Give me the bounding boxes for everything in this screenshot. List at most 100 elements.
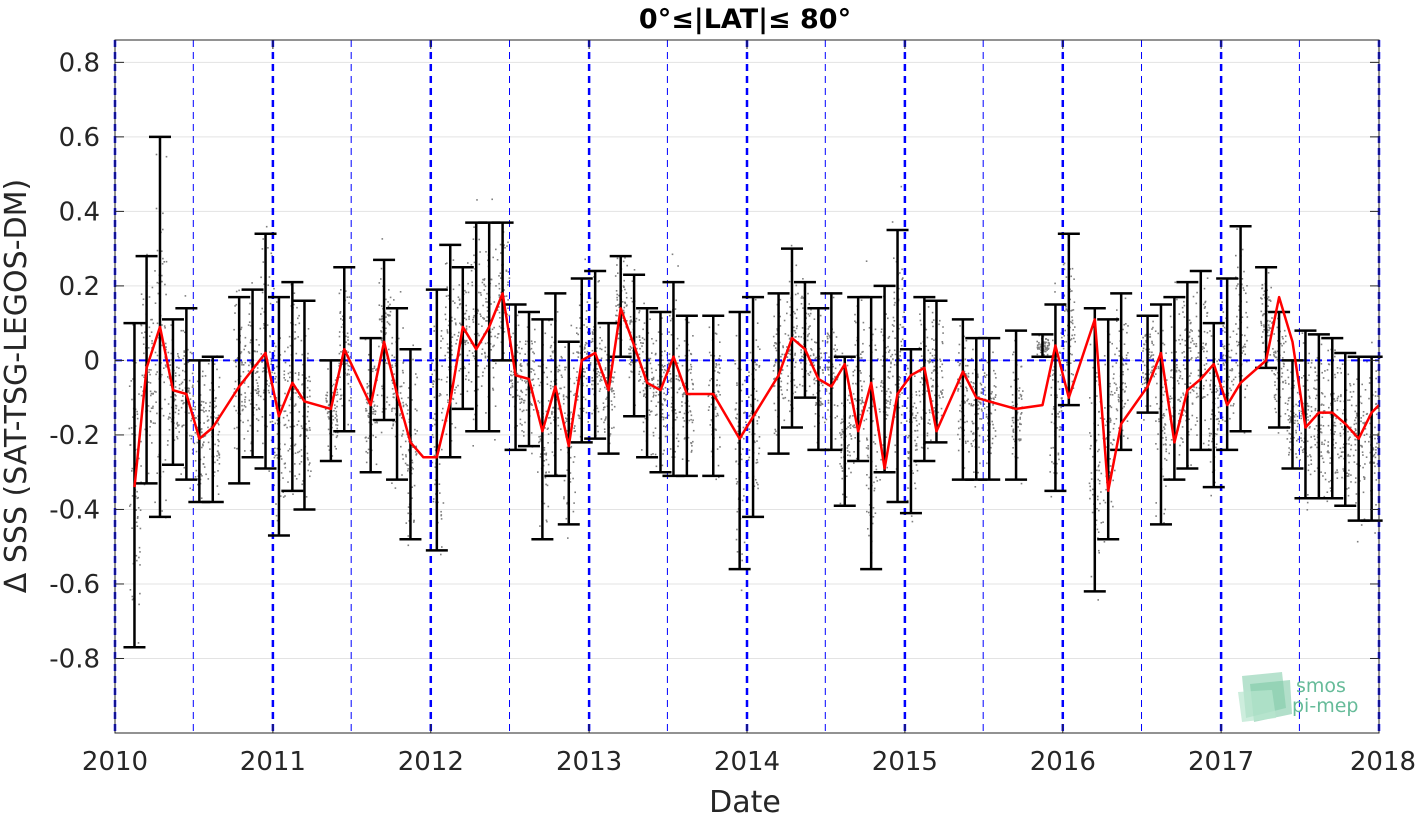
data-point bbox=[600, 418, 603, 420]
data-point bbox=[1043, 341, 1045, 343]
data-point bbox=[1150, 355, 1152, 358]
data-point bbox=[1183, 351, 1185, 353]
data-point bbox=[1207, 444, 1210, 446]
data-point bbox=[1115, 408, 1118, 410]
data-point bbox=[1118, 400, 1120, 403]
data-point bbox=[610, 379, 613, 382]
data-point bbox=[456, 306, 459, 309]
data-point bbox=[1216, 433, 1218, 436]
data-point bbox=[138, 556, 140, 559]
data-point bbox=[389, 323, 391, 326]
data-point bbox=[327, 404, 330, 407]
data-point bbox=[868, 511, 870, 514]
data-point bbox=[597, 301, 599, 304]
data-point bbox=[471, 284, 474, 287]
data-point bbox=[814, 341, 816, 343]
data-point bbox=[214, 443, 216, 446]
data-point bbox=[407, 506, 410, 508]
data-point bbox=[1168, 452, 1170, 455]
data-point bbox=[525, 340, 527, 343]
data-point bbox=[548, 471, 550, 473]
data-point bbox=[599, 326, 601, 329]
data-point bbox=[1069, 353, 1072, 355]
data-point bbox=[911, 520, 914, 523]
data-point bbox=[1113, 382, 1116, 384]
data-point bbox=[517, 381, 519, 383]
data-point bbox=[545, 483, 547, 486]
data-point bbox=[781, 393, 783, 396]
data-point bbox=[715, 363, 718, 365]
data-point bbox=[1011, 401, 1014, 403]
data-point bbox=[184, 295, 187, 297]
data-point bbox=[458, 284, 461, 286]
data-point bbox=[244, 396, 247, 398]
data-point bbox=[629, 320, 632, 322]
data-point bbox=[661, 464, 664, 467]
data-point bbox=[737, 425, 739, 428]
data-point bbox=[779, 298, 782, 301]
data-point bbox=[978, 407, 980, 410]
data-point bbox=[596, 425, 599, 427]
data-point bbox=[1204, 300, 1207, 303]
data-point bbox=[1122, 364, 1125, 366]
data-point bbox=[1190, 358, 1192, 361]
data-point bbox=[600, 379, 603, 382]
data-point bbox=[918, 390, 921, 393]
data-point bbox=[300, 339, 303, 342]
data-point bbox=[1182, 311, 1184, 313]
data-point bbox=[690, 352, 692, 355]
data-point bbox=[537, 400, 540, 402]
data-point bbox=[470, 264, 473, 266]
data-point bbox=[367, 392, 369, 395]
data-point bbox=[1178, 369, 1180, 372]
data-point bbox=[1102, 499, 1105, 502]
data-point bbox=[328, 411, 331, 413]
data-point bbox=[677, 433, 679, 436]
data-point bbox=[157, 292, 160, 295]
data-point bbox=[780, 372, 783, 375]
data-point bbox=[1156, 382, 1158, 385]
data-point bbox=[165, 293, 167, 296]
data-point bbox=[1126, 331, 1128, 334]
data-point bbox=[136, 497, 139, 500]
data-point bbox=[150, 318, 152, 321]
data-point bbox=[566, 469, 568, 471]
data-point bbox=[596, 302, 598, 304]
data-point bbox=[1125, 357, 1128, 359]
data-point bbox=[560, 387, 562, 390]
data-point bbox=[986, 406, 988, 408]
data-point bbox=[183, 378, 186, 381]
data-point bbox=[391, 408, 393, 410]
data-point bbox=[551, 451, 554, 453]
data-point bbox=[241, 404, 243, 407]
data-point bbox=[451, 320, 453, 322]
data-point bbox=[1181, 426, 1184, 428]
data-point bbox=[584, 344, 587, 346]
data-point bbox=[1205, 357, 1208, 359]
data-point bbox=[1100, 491, 1102, 493]
data-point bbox=[345, 341, 347, 343]
data-point bbox=[526, 363, 529, 365]
data-point bbox=[465, 329, 468, 331]
data-point bbox=[525, 409, 528, 411]
data-point bbox=[971, 420, 973, 423]
data-point bbox=[411, 459, 413, 462]
data-point bbox=[894, 353, 897, 356]
data-point bbox=[236, 447, 238, 450]
data-point bbox=[273, 372, 276, 375]
data-point bbox=[476, 308, 479, 311]
data-point bbox=[941, 392, 943, 394]
data-point bbox=[585, 377, 588, 380]
data-point bbox=[609, 433, 612, 435]
data-point bbox=[557, 407, 560, 410]
data-point bbox=[532, 360, 534, 362]
data-point bbox=[970, 404, 972, 407]
data-point bbox=[585, 318, 587, 320]
data-point bbox=[445, 318, 447, 321]
data-point bbox=[526, 364, 529, 366]
data-point bbox=[558, 364, 561, 367]
data-point bbox=[874, 512, 877, 514]
data-point bbox=[203, 384, 206, 386]
data-point bbox=[583, 324, 585, 326]
data-point bbox=[1197, 335, 1200, 338]
